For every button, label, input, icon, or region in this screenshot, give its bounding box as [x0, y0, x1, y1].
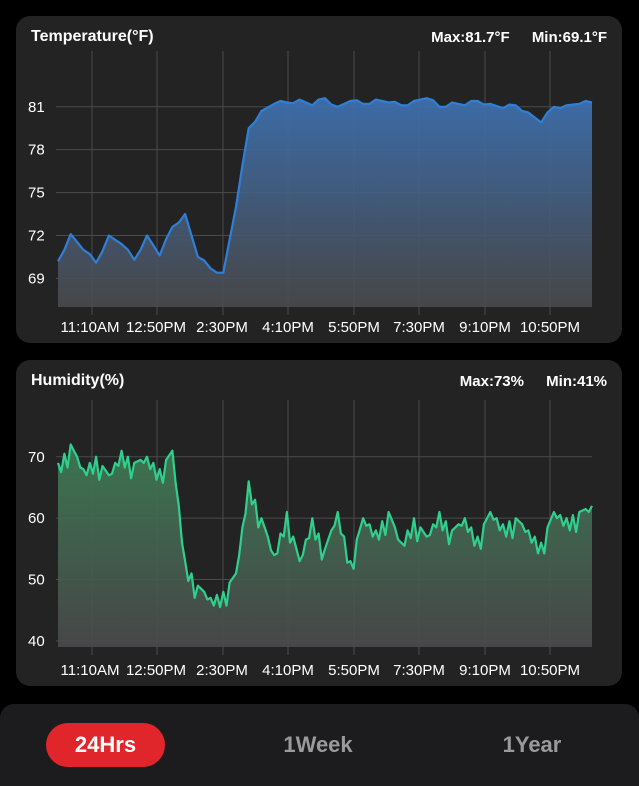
- temperature-y-tick-label: 72: [28, 227, 45, 244]
- temperature-area: [58, 98, 592, 307]
- humidity-x-tick-label: 12:50PM: [126, 662, 186, 679]
- temperature-y-tick-label: 75: [28, 185, 45, 202]
- temperature-y-tick-label: 78: [28, 142, 45, 159]
- temperature-chart: 69 72 75 78 81 11:10AM 12:50PM 2:30PM 4:10PM 5:50…: [28, 51, 593, 336]
- temperature-y-tick-label: 69: [28, 270, 45, 287]
- temperature-x-tick-label: 9:10PM: [459, 319, 511, 336]
- temperature-x-tick-label: 2:30PM: [196, 319, 248, 336]
- humidity-x-tick-label: 9:10PM: [459, 662, 511, 679]
- humidity-stats: Max:73% Min:41%: [460, 373, 607, 390]
- humidity-card: 40 50 60 70 11:10AM 12:50PM 2:30PM 4:10PM 5:50PM…: [16, 360, 622, 686]
- humidity-area: [58, 444, 592, 647]
- tab-24hrs[interactable]: 24Hrs: [46, 723, 165, 767]
- temperature-x-tick-label: 11:10AM: [61, 319, 120, 336]
- temperature-max: Max:81.7°F: [431, 29, 510, 46]
- temperature-card: 69 72 75 78 81 11:10AM 12:50PM 2:30PM 4:10PM 5:50…: [16, 16, 622, 343]
- temperature-title: Temperature(°F): [31, 28, 154, 45]
- temperature-x-tick-label: 10:50PM: [520, 319, 580, 336]
- humidity-x-tick-label: 10:50PM: [520, 662, 580, 679]
- range-tab-bar: 24Hrs 1Week 1Year: [0, 704, 639, 786]
- humidity-x-tick-label: 11:10AM: [61, 662, 120, 679]
- humidity-y-tick-label: 70: [28, 449, 45, 466]
- temperature-x-tick-label: 12:50PM: [126, 319, 186, 336]
- temperature-x-tick-label: 7:30PM: [393, 319, 445, 336]
- humidity-y-tick-label: 50: [28, 572, 45, 589]
- temperature-y-tick-label: 81: [28, 99, 45, 116]
- humidity-title: Humidity(%): [31, 372, 125, 389]
- humidity-chart: 40 50 60 70 11:10AM 12:50PM 2:30PM 4:10PM 5:50PM…: [28, 400, 593, 679]
- temperature-x-tick-label: 4:10PM: [262, 319, 314, 336]
- humidity-min: Min:41%: [546, 373, 607, 390]
- humidity-x-tick-label: 2:30PM: [196, 662, 248, 679]
- temperature-min: Min:69.1°F: [531, 29, 607, 46]
- humidity-y-tick-label: 60: [28, 510, 45, 527]
- tab-1week[interactable]: 1Week: [283, 732, 353, 757]
- humidity-max: Max:73%: [459, 373, 524, 390]
- tab-1year[interactable]: 1Year: [502, 732, 562, 757]
- humidity-y-tick-label: 40: [28, 633, 45, 650]
- humidity-line: [56, 443, 593, 609]
- humidity-x-tick-label: 7:30PM: [393, 662, 445, 679]
- temperature-stats: Max:81.7°F Min:69.1°F: [431, 29, 607, 46]
- temperature-line: [57, 97, 593, 274]
- humidity-x-tick-label: 4:10PM: [262, 662, 314, 679]
- humidity-x-tick-label: 5:50PM: [328, 662, 380, 679]
- temperature-x-tick-label: 5:50PM: [328, 319, 380, 336]
